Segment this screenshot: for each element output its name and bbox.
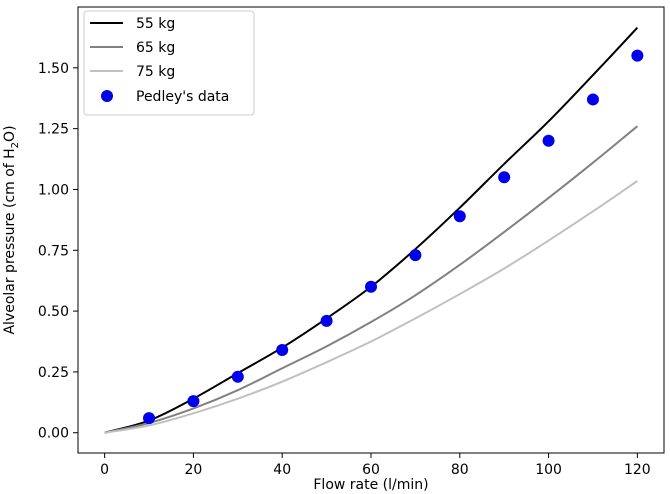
legend-box: [83, 10, 255, 116]
series-line-65-kg: [104, 125, 638, 434]
series-line-75-kg: [104, 180, 638, 434]
data-point: [276, 344, 289, 357]
ticks-layer: 0 20 40 60 80 100 120 0.00 0.25 0.50 0.75 1.00 1.25 1…: [38, 61, 651, 478]
y-tick-label: 0.75: [38, 243, 69, 259]
series-layer: [104, 26, 644, 434]
data-point: [498, 171, 511, 184]
data-point: [586, 93, 599, 106]
y-tick-label: 0.25: [38, 365, 69, 381]
data-point: [365, 280, 377, 293]
y-tick-label: 0.00: [38, 426, 69, 442]
legend: 55 kg 65 kg 75 kg Pedley's data: [83, 10, 255, 116]
data-point: [187, 395, 200, 408]
plot-frame: [77, 6, 665, 454]
legend-label-55kg: 55 kg: [136, 16, 175, 32]
x-tick-label: 80: [451, 462, 469, 478]
y-tick-label: 0.50: [38, 304, 69, 320]
legend-label-75kg: 75 kg: [136, 64, 175, 80]
x-tick-label: 20: [185, 462, 203, 478]
data-point: [631, 49, 644, 62]
y-axis-label-end: O): [2, 125, 18, 141]
legend-label-pedley: Pedley's data: [136, 89, 229, 105]
data-point: [453, 210, 466, 223]
x-tick-label: 40: [273, 462, 291, 478]
data-point: [231, 370, 244, 383]
data-point: [409, 249, 422, 262]
data-point: [320, 314, 333, 327]
y-tick-label: 1.50: [38, 61, 69, 77]
y-axis-label-subscript: 2: [10, 142, 21, 148]
legend-label-65kg: 65 kg: [136, 40, 175, 56]
data-point: [143, 412, 156, 425]
y-axis-label-main: Alveolar pressure (cm of H: [2, 148, 18, 334]
x-tick-label: 120: [624, 462, 651, 478]
x-axis-label: Flow rate (l/min): [313, 477, 428, 493]
legend-swatch-pedley: [101, 90, 113, 102]
y-axis-label: Alveolar pressure (cm of H2O): [2, 125, 21, 334]
x-tick-label: 0: [100, 462, 109, 478]
y-tick-label: 1.00: [38, 182, 69, 198]
x-tick-label: 60: [362, 462, 380, 478]
data-point: [542, 134, 555, 147]
y-tick-label: 1.25: [38, 122, 69, 138]
x-tick-label: 100: [535, 462, 562, 478]
